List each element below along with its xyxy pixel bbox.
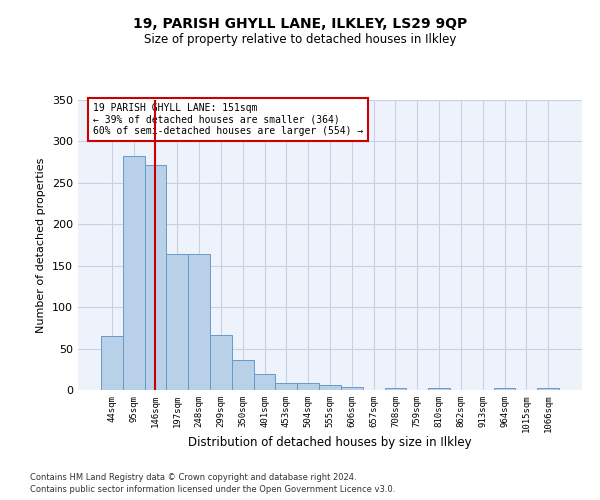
- Bar: [166, 254, 188, 390]
- Bar: [232, 360, 254, 390]
- Bar: [145, 164, 166, 390]
- Bar: [101, 336, 123, 390]
- Text: 19 PARISH GHYLL LANE: 151sqm
← 39% of detached houses are smaller (364)
60% of s: 19 PARISH GHYLL LANE: 151sqm ← 39% of de…: [93, 103, 364, 136]
- Bar: [188, 254, 210, 390]
- Bar: [428, 388, 450, 390]
- Bar: [123, 156, 145, 390]
- Bar: [537, 388, 559, 390]
- Text: Contains HM Land Registry data © Crown copyright and database right 2024.: Contains HM Land Registry data © Crown c…: [30, 472, 356, 482]
- Text: Size of property relative to detached houses in Ilkley: Size of property relative to detached ho…: [144, 32, 456, 46]
- Bar: [210, 336, 232, 390]
- Bar: [254, 374, 275, 390]
- Bar: [341, 386, 363, 390]
- Text: Contains public sector information licensed under the Open Government Licence v3: Contains public sector information licen…: [30, 485, 395, 494]
- Bar: [297, 384, 319, 390]
- Y-axis label: Number of detached properties: Number of detached properties: [37, 158, 46, 332]
- Bar: [275, 384, 297, 390]
- Bar: [319, 385, 341, 390]
- Text: 19, PARISH GHYLL LANE, ILKLEY, LS29 9QP: 19, PARISH GHYLL LANE, ILKLEY, LS29 9QP: [133, 18, 467, 32]
- Text: Distribution of detached houses by size in Ilkley: Distribution of detached houses by size …: [188, 436, 472, 449]
- Bar: [385, 388, 406, 390]
- Bar: [494, 388, 515, 390]
